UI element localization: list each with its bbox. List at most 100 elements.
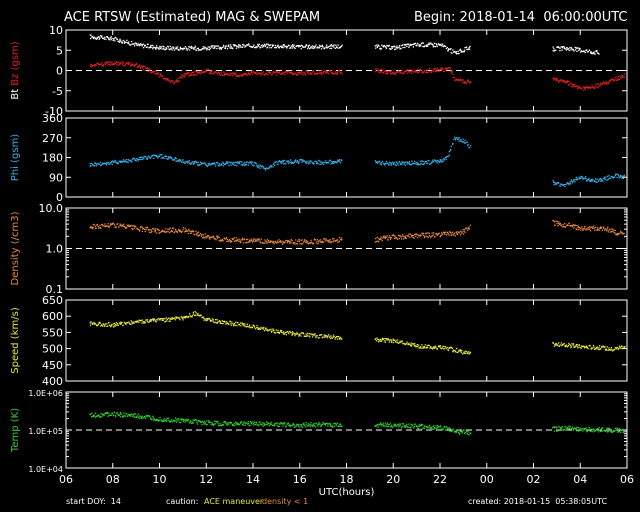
data-point-temp [189,420,191,422]
data-point-phi [165,155,168,157]
data-point-speed [564,345,566,347]
data-point-bz [299,71,301,73]
data-point-density [296,243,298,245]
data-point-phi [582,178,584,180]
data-point-phi [270,166,272,168]
data-point-density [422,234,425,236]
data-point-phi [416,162,418,164]
data-point-speed [206,319,208,321]
data-point-density [562,224,564,226]
data-point-density [555,220,557,222]
data-point-bz [468,82,470,84]
data-point-density [126,225,129,227]
data-point-speed [116,324,118,326]
data-point-speed [458,349,461,352]
data-point-density [419,235,421,237]
data-point-temp [220,425,223,427]
data-point-density [319,239,321,241]
data-point-bt [453,51,455,53]
data-point-bt [109,37,111,39]
data-point-phi [253,161,256,164]
data-point-density [305,239,307,242]
data-point-temp [466,432,468,434]
data-point-temp [299,426,301,428]
data-point-temp [392,426,394,428]
data-point-speed [572,344,574,346]
begin-timestamp: Begin: 2018-01-14 06:00:00UTC [414,10,628,25]
data-point-bt [332,45,334,47]
data-point-speed [595,347,597,350]
data-point-bt [242,44,244,46]
data-point-density [403,238,405,240]
data-point-temp [441,428,443,430]
data-point-phi [596,181,598,183]
data-point-speed [614,348,616,351]
data-point-density [132,225,135,227]
data-point-bt [238,44,240,46]
data-point-phi [320,163,322,165]
data-point-speed [132,321,134,323]
data-point-bz [269,72,271,74]
data-point-speed [186,315,188,318]
data-point-temp [190,422,193,425]
data-point-density [133,227,135,229]
data-point-speed [180,316,182,318]
data-point-temp [399,423,402,425]
data-point-speed [324,336,326,338]
data-point-density [276,240,279,242]
data-point-bz [614,77,616,79]
data-point-phi [231,161,233,163]
data-point-bz [454,79,456,82]
data-point-speed [323,334,325,336]
data-point-bt [206,49,208,51]
data-point-bz [614,79,616,81]
data-point-bt [169,45,171,47]
data-point-bz [244,74,246,76]
data-point-bz [152,71,154,73]
data-point-speed [118,322,121,324]
data-point-density [437,233,439,235]
data-point-temp [432,426,434,428]
data-point-temp [606,431,609,433]
data-point-phi [307,162,309,164]
data-point-bz [591,84,593,86]
data-point-temp [309,426,311,428]
data-point-density [427,236,430,238]
data-point-density [408,233,410,235]
data-point-temp [431,427,433,429]
data-point-bt [325,46,327,48]
data-point-bz [458,79,460,81]
data-point-speed [104,325,106,327]
data-point-bz [143,65,145,68]
data-point-density [205,235,207,238]
data-point-phi [604,178,606,181]
data-point-temp [267,422,270,425]
data-point-density [464,231,466,233]
data-point-bz [396,71,398,73]
data-point-phi [388,164,390,166]
data-point-temp [313,425,316,427]
data-point-bz [152,70,154,72]
data-point-temp [226,422,228,424]
data-point-phi [154,155,156,157]
data-point-temp [569,428,571,430]
data-point-speed [146,320,148,322]
data-point-temp [341,425,343,427]
data-point-density [180,231,183,233]
data-point-density [279,241,281,243]
data-point-bt [139,42,142,45]
data-point-phi [211,162,214,164]
data-point-phi [413,160,416,163]
data-point-phi [333,162,335,164]
data-point-phi [316,163,318,165]
data-point-bz [254,72,256,74]
data-point-phi [232,163,234,165]
data-point-phi [440,161,443,163]
data-point-bz [279,73,281,75]
data-point-speed [434,346,436,349]
data-point-speed [179,319,181,321]
data-point-bt [320,48,323,50]
data-point-density [137,228,139,231]
data-point-bz [339,71,342,74]
data-point-bt [179,48,181,50]
